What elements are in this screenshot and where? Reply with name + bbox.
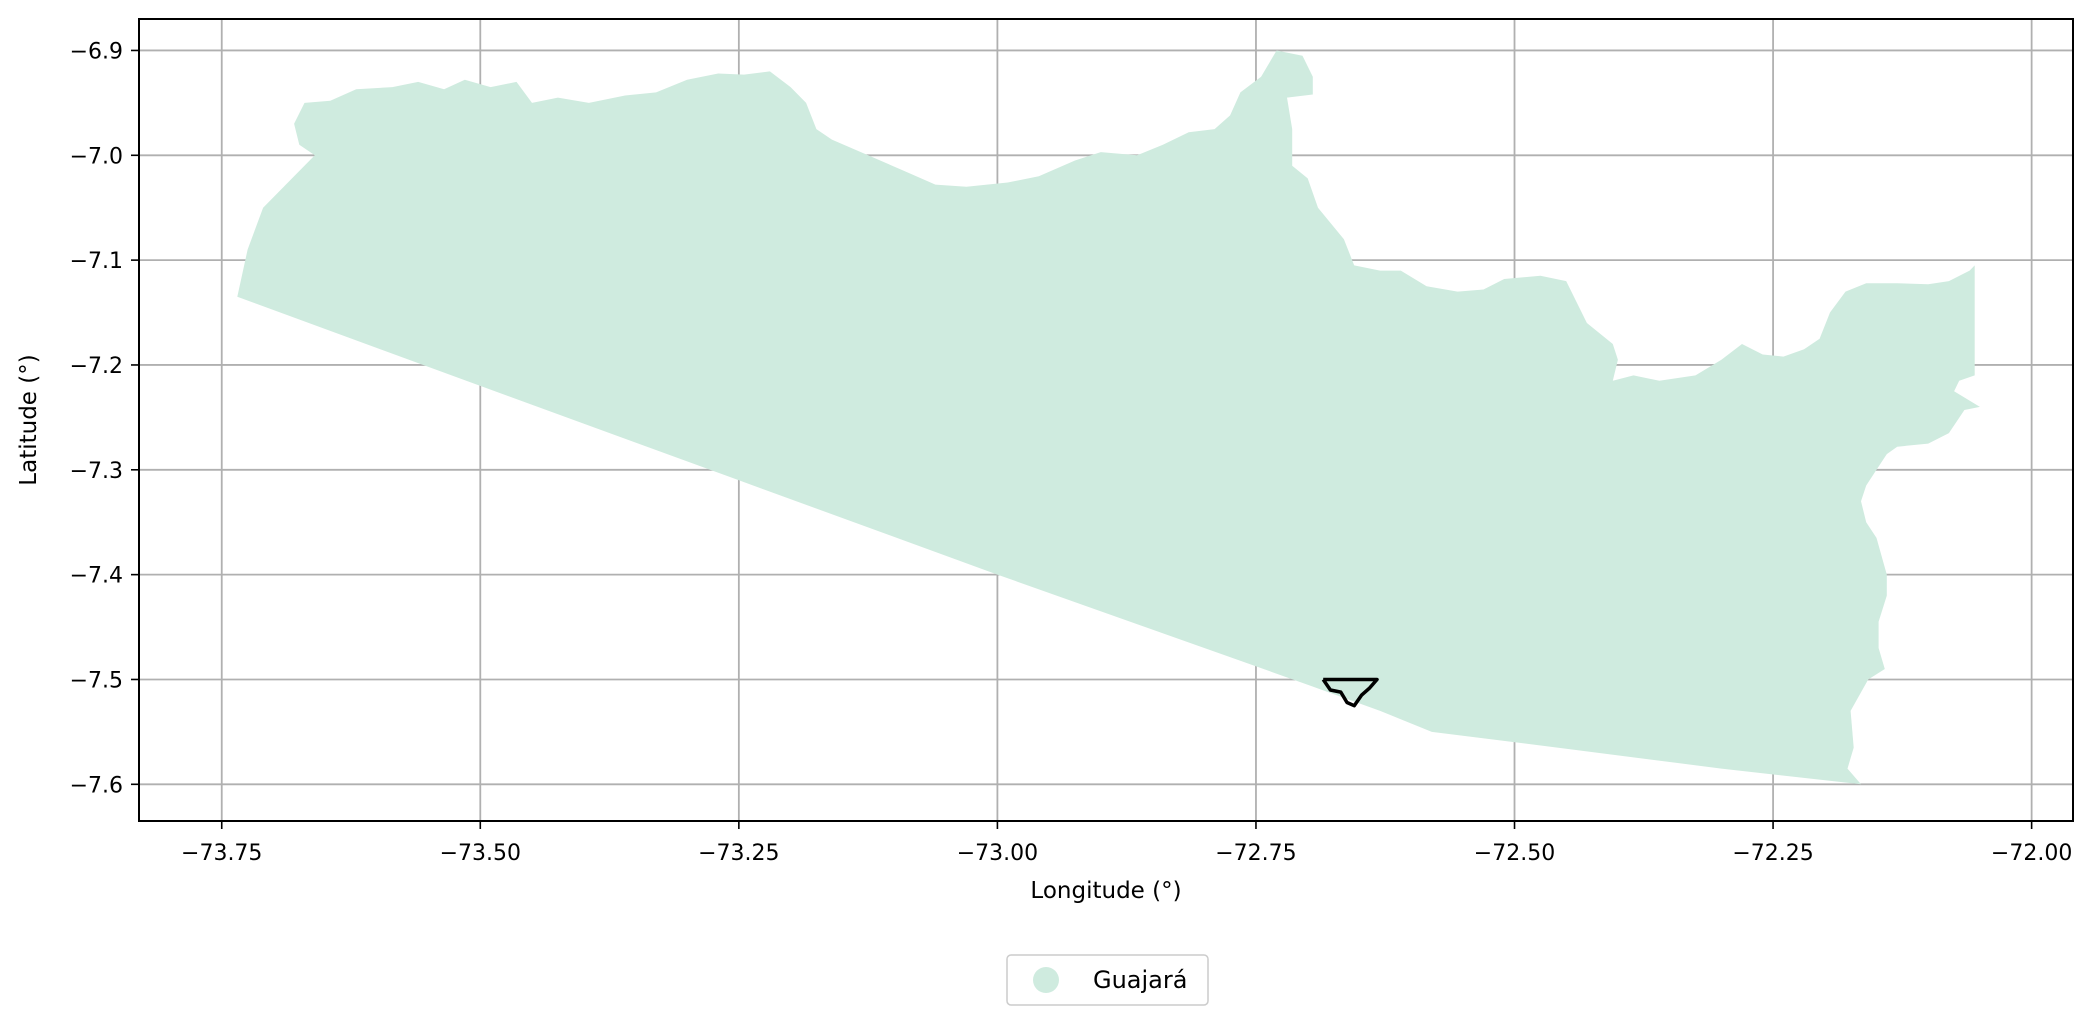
legend-box bbox=[1006, 954, 1209, 1006]
x-tick-label: −72.50 bbox=[1474, 841, 1555, 866]
legend-marker-guajara bbox=[1033, 967, 1059, 993]
x-tick-label: −73.00 bbox=[957, 841, 1038, 866]
y-tick-label: −7.3 bbox=[70, 459, 123, 484]
x-tick-label: −73.75 bbox=[181, 841, 262, 866]
x-tick-label: −72.25 bbox=[1732, 841, 1813, 866]
x-axis-ticks: −73.75 −73.50 −73.25 −73.00 −72.75 −72.50 −72.… bbox=[181, 821, 2072, 866]
legend-label-guajara: Guajará bbox=[1093, 966, 1187, 994]
y-tick-label: −6.9 bbox=[70, 39, 123, 64]
region-guajara bbox=[237, 50, 1980, 785]
x-tick-label: −73.25 bbox=[698, 841, 779, 866]
x-tick-label: −72.75 bbox=[1215, 841, 1296, 866]
x-tick-label: −73.50 bbox=[440, 841, 521, 866]
y-tick-label: −7.2 bbox=[70, 354, 123, 379]
y-axis-label: Latitude (°) bbox=[16, 354, 42, 485]
y-tick-label: −7.4 bbox=[70, 564, 123, 589]
plot-frame bbox=[138, 18, 2074, 822]
x-axis-label: Longitude (°) bbox=[1030, 878, 1181, 904]
y-axis-ticks: −6.9 −7.0 −7.1 −7.2 −7.3 −7.4 −7.5 −7.6 bbox=[70, 39, 139, 798]
x-tick-label: −72.00 bbox=[1991, 841, 2072, 866]
y-tick-label: −7.6 bbox=[70, 773, 123, 798]
y-tick-label: −7.5 bbox=[70, 668, 123, 693]
region-outline-marker bbox=[1321, 677, 1379, 708]
legend: Guajará bbox=[1006, 954, 1209, 1006]
y-tick-label: −7.0 bbox=[70, 144, 123, 169]
y-tick-label: −7.1 bbox=[70, 249, 123, 274]
